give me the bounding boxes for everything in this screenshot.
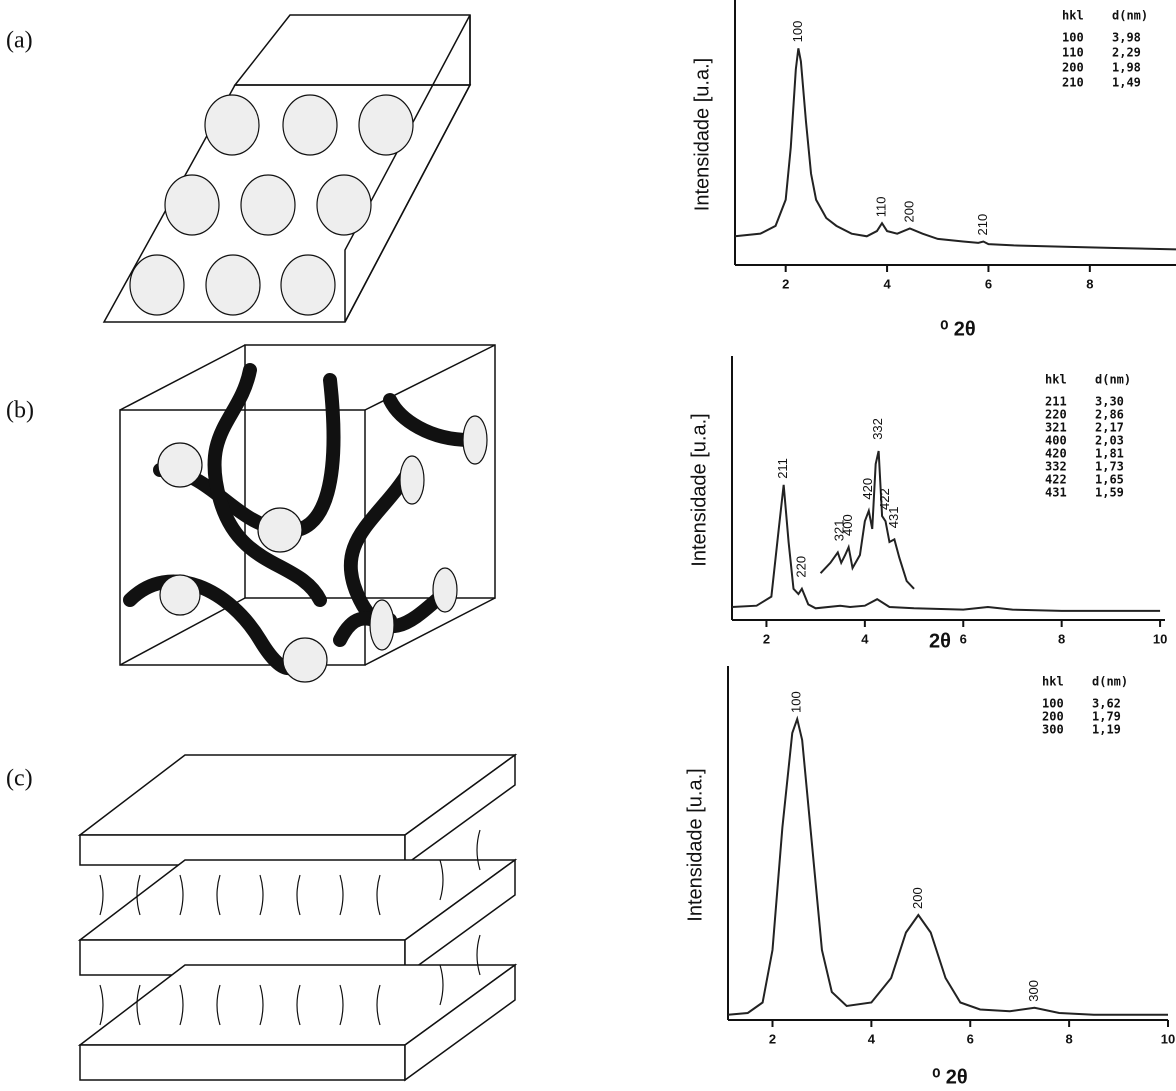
hexagonal-diagram bbox=[102, 14, 472, 323]
table-header: d(nm) bbox=[1095, 373, 1131, 387]
x-tick-label: 8 bbox=[1066, 1031, 1073, 1046]
table-cell: 210 bbox=[1062, 76, 1084, 90]
table-header: hkl bbox=[1062, 9, 1084, 23]
table-cell: 1,49 bbox=[1112, 76, 1141, 90]
peak-label: 321 bbox=[832, 519, 847, 541]
curve bbox=[819, 450, 915, 590]
table-cell: 2,86 bbox=[1095, 408, 1124, 422]
x-tick-label: 4 bbox=[883, 276, 891, 291]
table-cell: 400 bbox=[1045, 434, 1067, 448]
table-cell: 211 bbox=[1045, 395, 1067, 409]
table-cell: 431 bbox=[1045, 486, 1067, 500]
table-cell: 1,65 bbox=[1095, 473, 1124, 487]
peak-label: 300 bbox=[1026, 980, 1041, 1002]
table-header: hkl bbox=[1045, 373, 1067, 387]
peak-label: 332 bbox=[870, 418, 885, 440]
peak-label: 110 bbox=[873, 197, 888, 218]
table-cell: 321 bbox=[1045, 421, 1067, 435]
table-cell: 3,98 bbox=[1112, 31, 1141, 45]
y-axis-label: Intensidade [u.a.] bbox=[691, 58, 713, 211]
table-cell: 2,03 bbox=[1095, 434, 1124, 448]
peak-label: 431 bbox=[886, 506, 901, 528]
x-tick-label: 6 bbox=[985, 276, 992, 291]
table-header: d(nm) bbox=[1092, 675, 1128, 689]
table-cell: 422 bbox=[1045, 473, 1067, 487]
table-header: d(nm) bbox=[1112, 9, 1148, 23]
x-tick-label: 8 bbox=[1086, 276, 1093, 291]
curve bbox=[727, 715, 1168, 1016]
y-axis-label: Intensidade [u.a.] bbox=[684, 768, 706, 921]
table-cell: 110 bbox=[1062, 46, 1084, 60]
peak-label: 211 bbox=[775, 458, 790, 479]
table-cell: 100 bbox=[1042, 697, 1064, 711]
curve bbox=[731, 484, 1161, 612]
x-axis-label: 2θ bbox=[929, 630, 951, 652]
table-cell: 220 bbox=[1045, 408, 1067, 422]
curve bbox=[734, 48, 1176, 251]
table-cell: 1,19 bbox=[1092, 723, 1121, 737]
table-cell: 2,17 bbox=[1095, 421, 1124, 435]
panel-label: (b) bbox=[6, 398, 34, 424]
x-tick-label: 2 bbox=[763, 631, 770, 646]
table-cell: 420 bbox=[1045, 447, 1067, 461]
peak-label: 220 bbox=[793, 556, 808, 578]
x-axis-label: ⁰ 2θ bbox=[932, 1066, 968, 1088]
table-cell: 100 bbox=[1062, 31, 1084, 45]
lamellar-diagram bbox=[77, 753, 518, 1082]
panel-label: (c) bbox=[6, 766, 33, 792]
cubic-diagram bbox=[119, 344, 496, 683]
table-cell: 300 bbox=[1042, 723, 1064, 737]
table-cell: 3,62 bbox=[1092, 697, 1121, 711]
table-cell: 1,81 bbox=[1095, 447, 1124, 461]
peak-label: 210 bbox=[975, 214, 990, 236]
peak-label: 100 bbox=[789, 691, 804, 713]
peak-label: 422 bbox=[877, 488, 892, 510]
table-cell: 200 bbox=[1042, 710, 1064, 724]
panel-label: (a) bbox=[6, 28, 33, 54]
table-cell: 200 bbox=[1062, 61, 1084, 75]
table-cell: 2,29 bbox=[1112, 46, 1141, 60]
x-tick-label: 10 bbox=[1153, 631, 1167, 646]
peak-label: 400 bbox=[840, 514, 855, 536]
x-axis-label: ⁰ 2θ bbox=[940, 318, 976, 340]
x-tick-label: 6 bbox=[960, 631, 967, 646]
peak-label: 420 bbox=[860, 478, 875, 500]
table-cell: 1,98 bbox=[1112, 61, 1141, 75]
x-tick-label: 4 bbox=[868, 1031, 876, 1046]
x-tick-label: 2 bbox=[782, 276, 789, 291]
table-cell: 332 bbox=[1045, 460, 1067, 474]
peak-label: 200 bbox=[910, 887, 925, 909]
table-cell: 1,79 bbox=[1092, 710, 1121, 724]
table-header: hkl bbox=[1042, 675, 1064, 689]
x-tick-label: 10 bbox=[1161, 1031, 1175, 1046]
x-tick-label: 6 bbox=[967, 1031, 974, 1046]
table-cell: 1,73 bbox=[1095, 460, 1124, 474]
x-tick-label: 2 bbox=[769, 1031, 776, 1046]
x-tick-label: 4 bbox=[861, 631, 869, 646]
x-tick-label: 8 bbox=[1058, 631, 1065, 646]
table-cell: 1,59 bbox=[1095, 486, 1124, 500]
peak-label: 200 bbox=[901, 201, 916, 223]
y-axis-label: Intensidade [u.a.] bbox=[688, 413, 710, 566]
peak-label: 100 bbox=[790, 21, 805, 43]
table-cell: 3,30 bbox=[1095, 395, 1124, 409]
